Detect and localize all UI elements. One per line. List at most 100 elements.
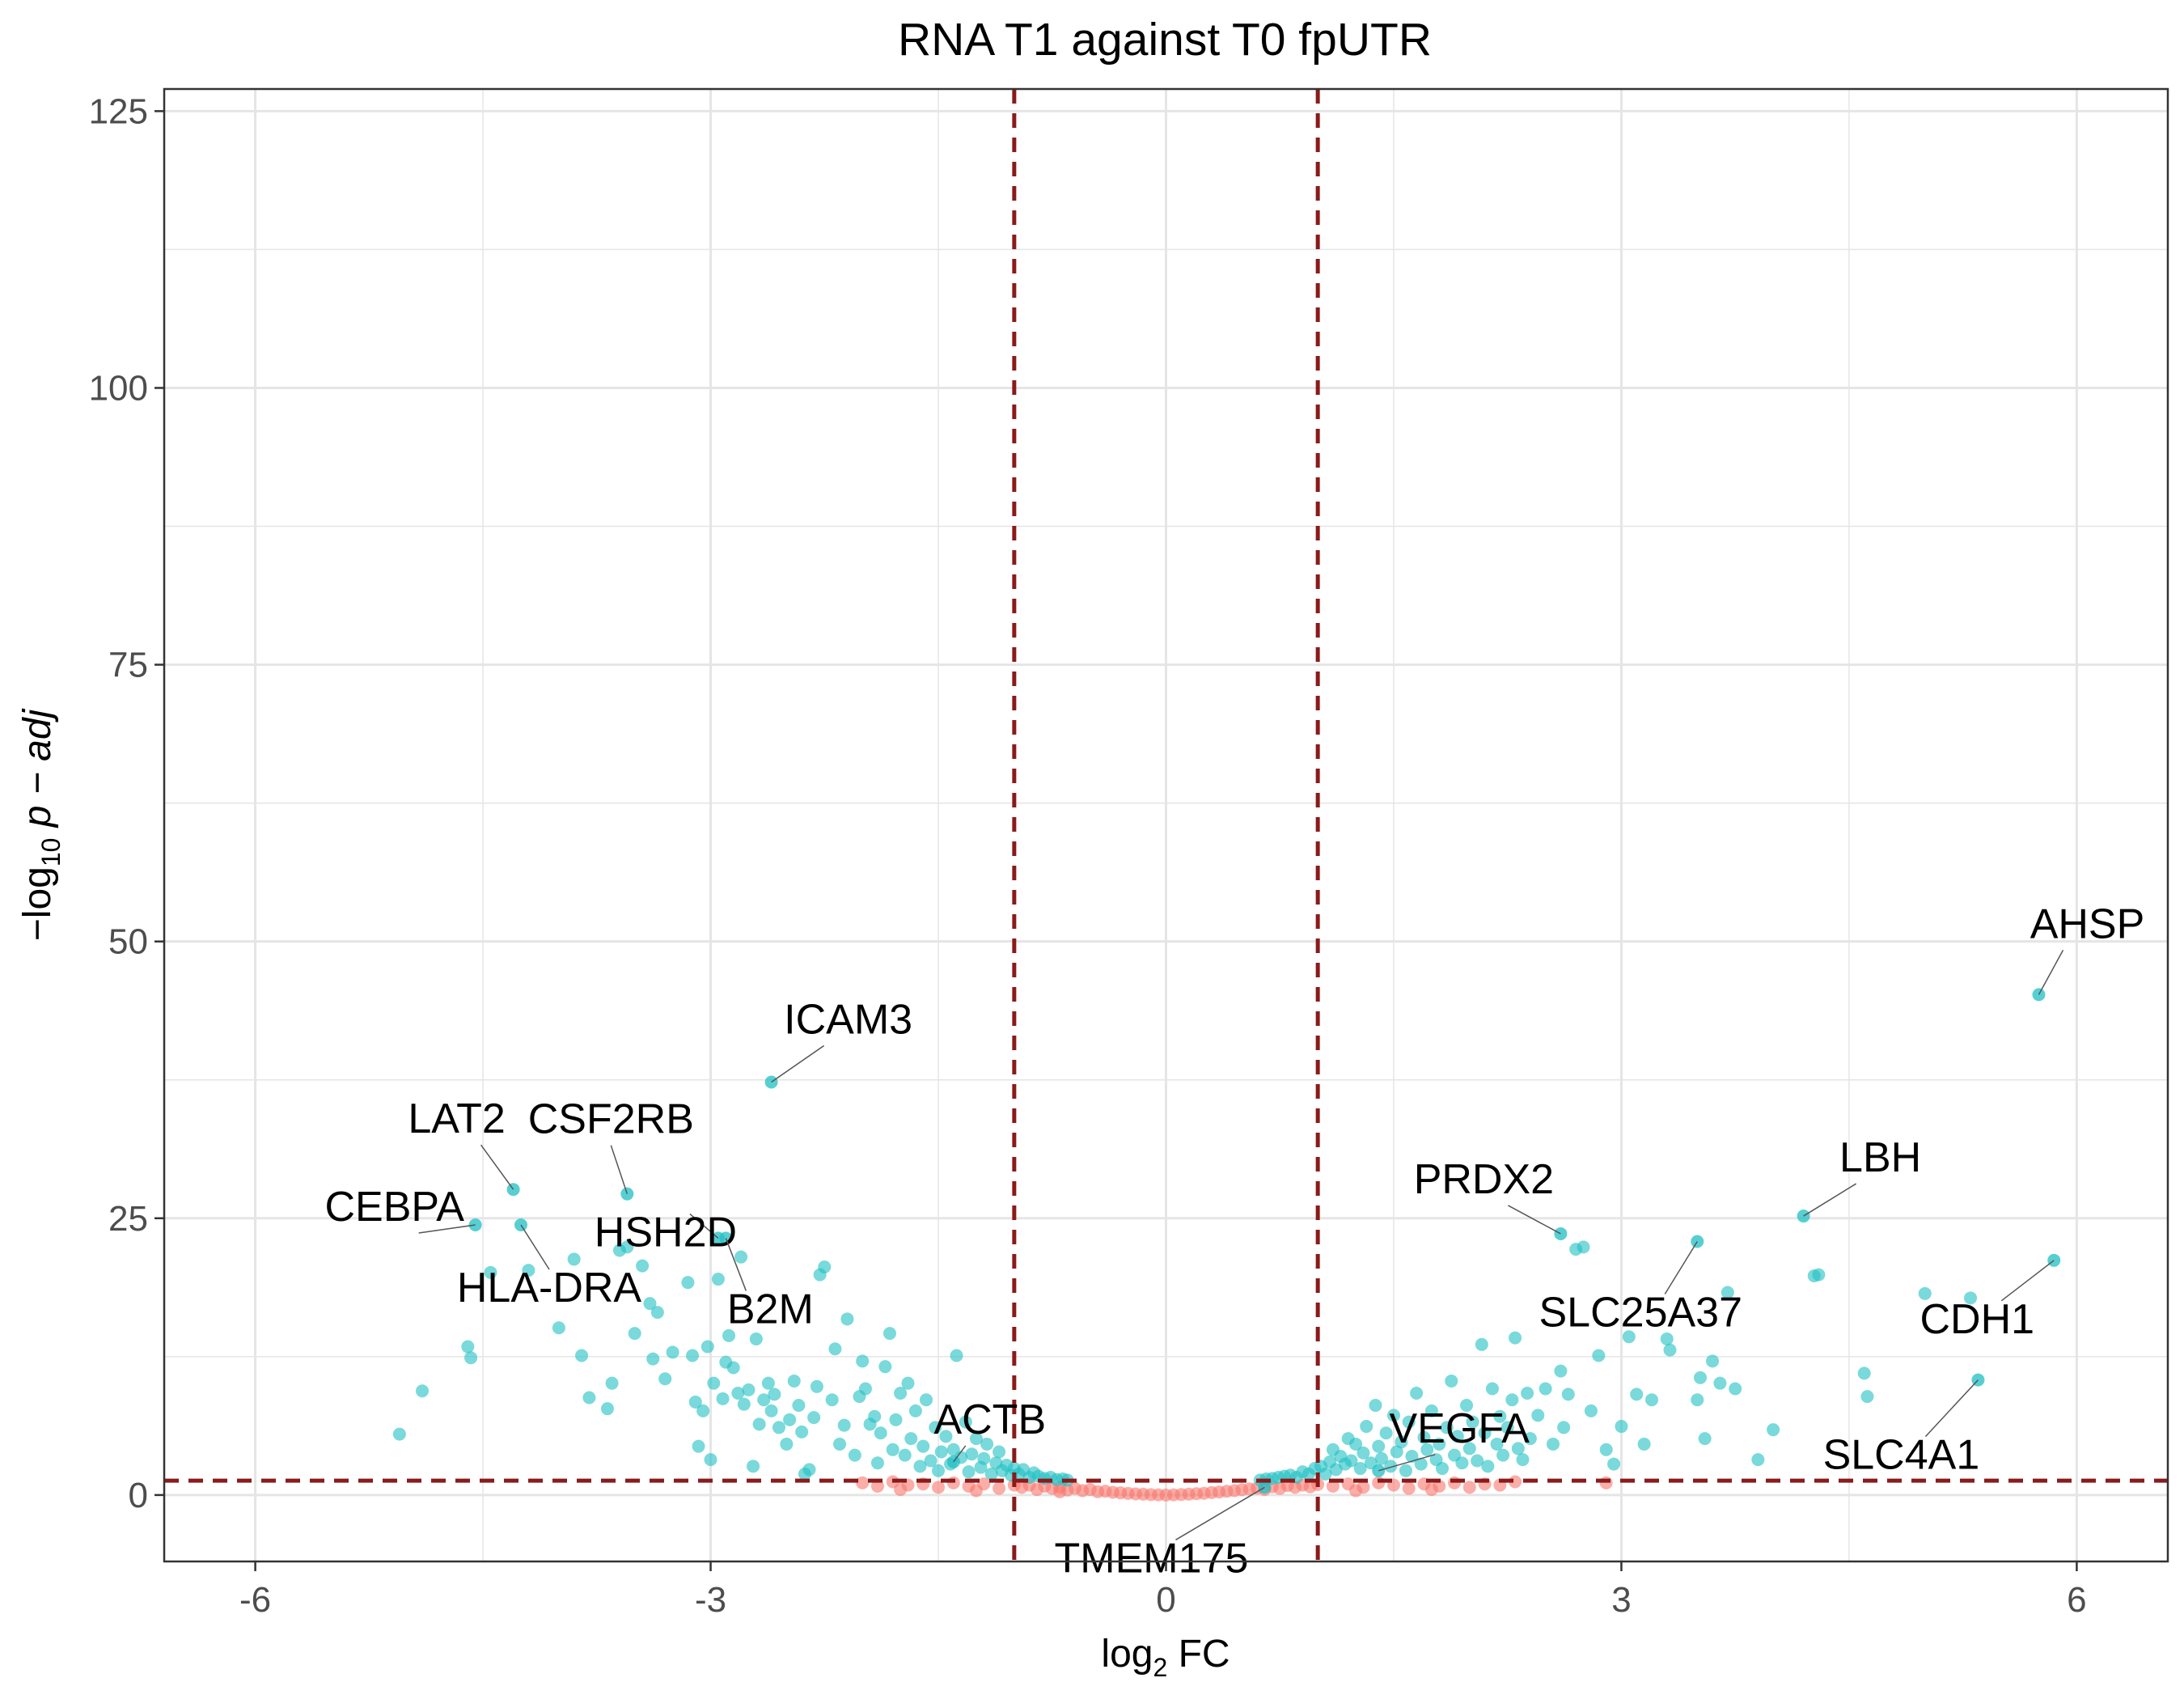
y-tick-label: 100 [89, 368, 148, 408]
x-tick-label: -3 [695, 1580, 726, 1620]
significant-point [833, 1437, 847, 1451]
significant-point [1485, 1382, 1499, 1396]
significant-point [716, 1392, 730, 1405]
significant-point [993, 1445, 1006, 1459]
significant-point [980, 1437, 994, 1451]
significant-point [620, 1240, 634, 1254]
significant-point [1516, 1453, 1530, 1467]
significant-point [1496, 1448, 1510, 1462]
significant-point [700, 1340, 714, 1354]
not-significant-points [856, 1475, 1613, 1502]
significant-point [711, 1273, 725, 1286]
significant-point [1500, 1421, 1514, 1434]
significant-point [1490, 1437, 1504, 1451]
gene-label-prdx2: PRDX2 [1414, 1156, 1554, 1203]
y-tick-label: 0 [129, 1476, 148, 1515]
significant-point [1349, 1437, 1363, 1451]
significant-point [582, 1391, 596, 1405]
gene-label-hla-dra: HLA-DRA [457, 1265, 642, 1311]
y-axis-label-prefix: −log [16, 866, 59, 941]
significant-point [932, 1464, 946, 1477]
significant-point [1384, 1460, 1398, 1473]
significant-point [752, 1417, 766, 1431]
threshold-lines [164, 89, 2168, 1561]
y-tick-label: 25 [108, 1199, 148, 1239]
significant-point [1637, 1437, 1651, 1451]
significant-point [1399, 1464, 1412, 1477]
gene-label-slc25a37: SLC25A37 [1539, 1290, 1743, 1337]
chart-title: RNA T1 against T0 fpUTR [898, 14, 1432, 66]
significant-point [934, 1445, 948, 1459]
significant-point [1663, 1343, 1677, 1357]
significant-point [628, 1327, 641, 1341]
significant-point [959, 1415, 972, 1429]
significant-point [802, 1463, 816, 1477]
significant-point [567, 1252, 581, 1266]
leader-line-lat2 [480, 1144, 514, 1190]
gene-label-tmem175: TMEM175 [1055, 1535, 1249, 1582]
significant-point [1455, 1456, 1469, 1470]
significant-point [1964, 1291, 1978, 1305]
significant-point [939, 1430, 953, 1443]
significant-point [1478, 1426, 1492, 1440]
significant-point [1767, 1423, 1780, 1437]
significant-point [868, 1409, 882, 1423]
not-significant-point [946, 1476, 960, 1489]
significant-point [757, 1393, 771, 1407]
significant-point [837, 1418, 851, 1432]
not-significant-point [1053, 1485, 1067, 1498]
not-significant-point [1326, 1479, 1340, 1493]
significant-point [1440, 1421, 1454, 1434]
significant-point [1405, 1450, 1419, 1463]
significant-point [894, 1387, 908, 1400]
significant-point [901, 1376, 915, 1390]
significant-point [965, 1447, 979, 1461]
significant-point [780, 1437, 794, 1451]
significant-point [858, 1382, 872, 1396]
significant-point [1475, 1337, 1488, 1351]
significant-point [1450, 1430, 1464, 1443]
y-axis-label: −log10 p − adj [16, 708, 66, 941]
significant-point [1860, 1390, 1874, 1404]
significant-point [737, 1397, 751, 1411]
significant-point [646, 1352, 660, 1366]
significant-point [1531, 1409, 1545, 1422]
significant-point [962, 1465, 976, 1479]
significant-point [392, 1427, 406, 1441]
gene-label-hsh2d: HSH2D [595, 1209, 737, 1256]
significant-point [1660, 1332, 1674, 1345]
significant-point [1493, 1409, 1507, 1423]
significant-point [929, 1421, 942, 1434]
significant-point [1445, 1374, 1458, 1388]
significant-point [818, 1260, 832, 1273]
gene-label-cdh1: CDH1 [1919, 1296, 2034, 1343]
significant-point [848, 1448, 861, 1462]
leader-line-slc4a1 [1924, 1379, 1979, 1438]
significant-point [1424, 1404, 1438, 1417]
not-significant-point [1448, 1476, 1462, 1489]
significant-point [1521, 1387, 1534, 1400]
gene-label-icam3: ICAM3 [784, 996, 912, 1043]
axes: -6 -3 0 3 6 0 25 50 75 100 125 [89, 91, 2087, 1620]
leader-line-actb [953, 1445, 967, 1463]
x-tick-label: 6 [2067, 1580, 2086, 1620]
significant-point [522, 1264, 535, 1277]
gene-label-actb: ACTB [933, 1396, 1046, 1443]
significant-point [916, 1439, 930, 1453]
significant-point [913, 1460, 927, 1473]
significant-point [878, 1360, 892, 1374]
significant-point [416, 1384, 430, 1398]
y-axis-label-subscript: 10 [36, 838, 66, 867]
leader-line-tmem175 [1175, 1486, 1265, 1540]
significant-point [666, 1345, 679, 1359]
not-significant-point [993, 1481, 1006, 1495]
leader-line-vegfa [1378, 1454, 1436, 1472]
significant-point [856, 1354, 870, 1368]
significant-point [795, 1425, 809, 1438]
gene-label-csf2rb: CSF2RB [528, 1096, 694, 1143]
significant-point [1505, 1393, 1519, 1407]
significant-point [650, 1306, 664, 1320]
significant-point [904, 1432, 918, 1446]
not-significant-point [1372, 1476, 1386, 1489]
significant-point [1462, 1442, 1476, 1455]
